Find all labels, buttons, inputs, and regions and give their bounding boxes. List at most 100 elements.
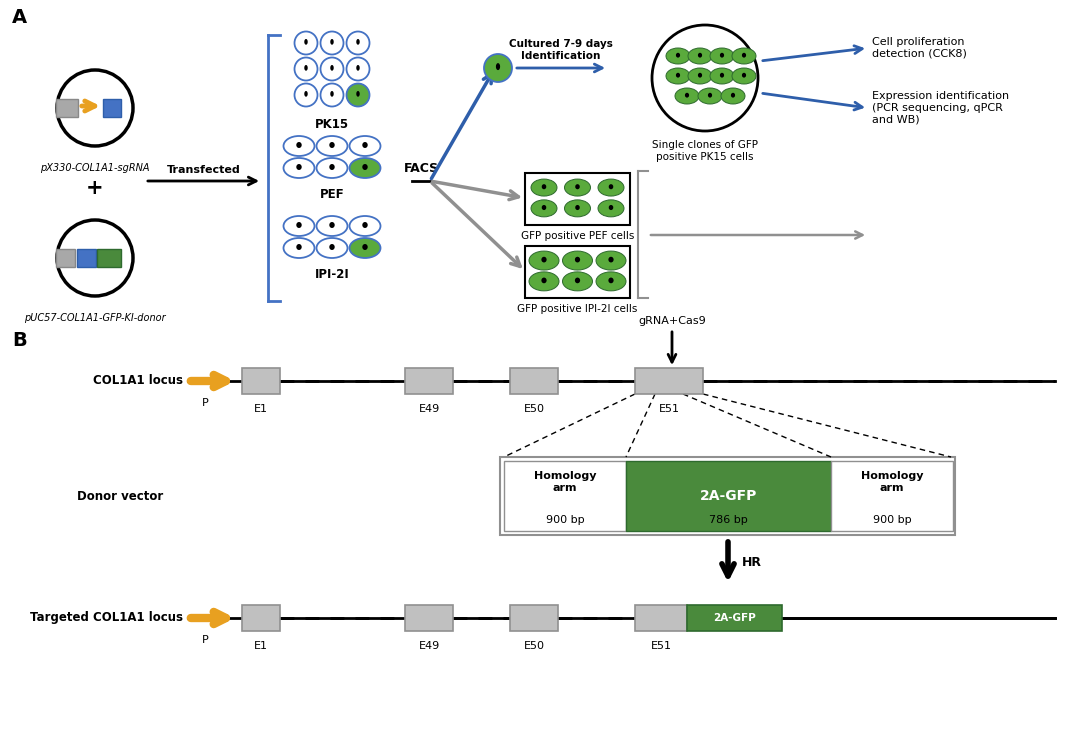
Bar xyxy=(626,461,831,531)
Ellipse shape xyxy=(362,142,367,148)
Ellipse shape xyxy=(362,164,367,170)
Circle shape xyxy=(295,84,318,106)
Text: PEF: PEF xyxy=(320,188,345,201)
Ellipse shape xyxy=(598,179,624,196)
Circle shape xyxy=(484,54,512,82)
Ellipse shape xyxy=(316,158,348,178)
Ellipse shape xyxy=(732,48,756,64)
Bar xyxy=(405,368,453,394)
Ellipse shape xyxy=(707,93,712,98)
Ellipse shape xyxy=(575,278,580,283)
Ellipse shape xyxy=(356,65,360,71)
Text: 2A-GFP: 2A-GFP xyxy=(713,613,756,623)
Text: Cultured 7-9 days
Identification: Cultured 7-9 days Identification xyxy=(509,39,613,61)
Bar xyxy=(635,605,687,631)
Circle shape xyxy=(347,57,369,81)
Ellipse shape xyxy=(316,238,348,258)
Text: Homology
arm: Homology arm xyxy=(861,471,923,492)
Circle shape xyxy=(295,32,318,54)
Ellipse shape xyxy=(283,158,314,178)
Ellipse shape xyxy=(531,200,557,217)
Text: Cell proliferation
detection (CCK8): Cell proliferation detection (CCK8) xyxy=(872,37,967,59)
Ellipse shape xyxy=(296,222,301,228)
Ellipse shape xyxy=(608,278,613,283)
Text: Homology
arm: Homology arm xyxy=(534,471,596,492)
Text: A: A xyxy=(12,8,27,27)
Ellipse shape xyxy=(316,136,348,156)
Ellipse shape xyxy=(529,251,559,270)
Text: +: + xyxy=(86,178,104,198)
Ellipse shape xyxy=(350,136,380,156)
Ellipse shape xyxy=(541,278,546,283)
Ellipse shape xyxy=(356,39,360,44)
Ellipse shape xyxy=(542,184,546,189)
Ellipse shape xyxy=(329,222,335,228)
Ellipse shape xyxy=(565,179,591,196)
Ellipse shape xyxy=(609,184,613,189)
Bar xyxy=(510,368,558,394)
Ellipse shape xyxy=(710,48,734,64)
Bar xyxy=(500,457,955,535)
Text: E1: E1 xyxy=(254,404,268,414)
Text: E51: E51 xyxy=(650,641,672,651)
Ellipse shape xyxy=(720,73,724,78)
Bar xyxy=(56,249,75,267)
Ellipse shape xyxy=(356,91,360,96)
Ellipse shape xyxy=(666,68,690,84)
Ellipse shape xyxy=(283,216,314,236)
Ellipse shape xyxy=(720,53,724,57)
Ellipse shape xyxy=(296,164,301,170)
Ellipse shape xyxy=(296,142,301,148)
Bar xyxy=(242,605,280,631)
Text: FACS: FACS xyxy=(404,162,438,175)
Ellipse shape xyxy=(329,164,335,170)
Text: P: P xyxy=(202,398,208,408)
Text: 2A-GFP: 2A-GFP xyxy=(700,489,757,503)
Ellipse shape xyxy=(563,251,593,270)
Ellipse shape xyxy=(721,88,745,104)
Ellipse shape xyxy=(576,205,580,210)
Circle shape xyxy=(321,32,343,54)
Ellipse shape xyxy=(350,158,380,178)
Ellipse shape xyxy=(296,244,301,250)
Bar xyxy=(242,368,280,394)
Ellipse shape xyxy=(565,200,591,217)
Ellipse shape xyxy=(362,244,367,250)
Text: P: P xyxy=(202,635,208,645)
Ellipse shape xyxy=(742,53,746,57)
Bar xyxy=(635,368,703,394)
Text: B: B xyxy=(12,331,27,350)
Ellipse shape xyxy=(575,257,580,263)
Ellipse shape xyxy=(675,88,699,104)
Bar xyxy=(103,99,121,117)
Ellipse shape xyxy=(698,73,702,78)
Text: 786 bp: 786 bp xyxy=(710,515,747,525)
Bar xyxy=(831,461,953,531)
Ellipse shape xyxy=(666,48,690,64)
Ellipse shape xyxy=(596,272,626,291)
Ellipse shape xyxy=(329,244,335,250)
Ellipse shape xyxy=(305,91,308,96)
Ellipse shape xyxy=(731,93,735,98)
Ellipse shape xyxy=(330,91,334,96)
Text: 900 bp: 900 bp xyxy=(873,515,912,525)
Text: E51: E51 xyxy=(659,404,679,414)
Ellipse shape xyxy=(362,222,367,228)
Bar xyxy=(77,249,96,267)
Ellipse shape xyxy=(350,238,380,258)
Ellipse shape xyxy=(698,53,702,57)
Ellipse shape xyxy=(541,257,546,263)
Bar xyxy=(525,246,630,298)
Text: pX330-COL1A1-sgRNA: pX330-COL1A1-sgRNA xyxy=(40,163,150,173)
Bar xyxy=(504,461,626,531)
Ellipse shape xyxy=(330,39,334,44)
Ellipse shape xyxy=(305,39,308,44)
Text: E49: E49 xyxy=(418,404,440,414)
Bar xyxy=(510,605,558,631)
Bar xyxy=(405,605,453,631)
Ellipse shape xyxy=(283,136,314,156)
Ellipse shape xyxy=(688,68,712,84)
Ellipse shape xyxy=(531,179,557,196)
Circle shape xyxy=(321,84,343,106)
Text: IPI-2I: IPI-2I xyxy=(314,268,349,281)
